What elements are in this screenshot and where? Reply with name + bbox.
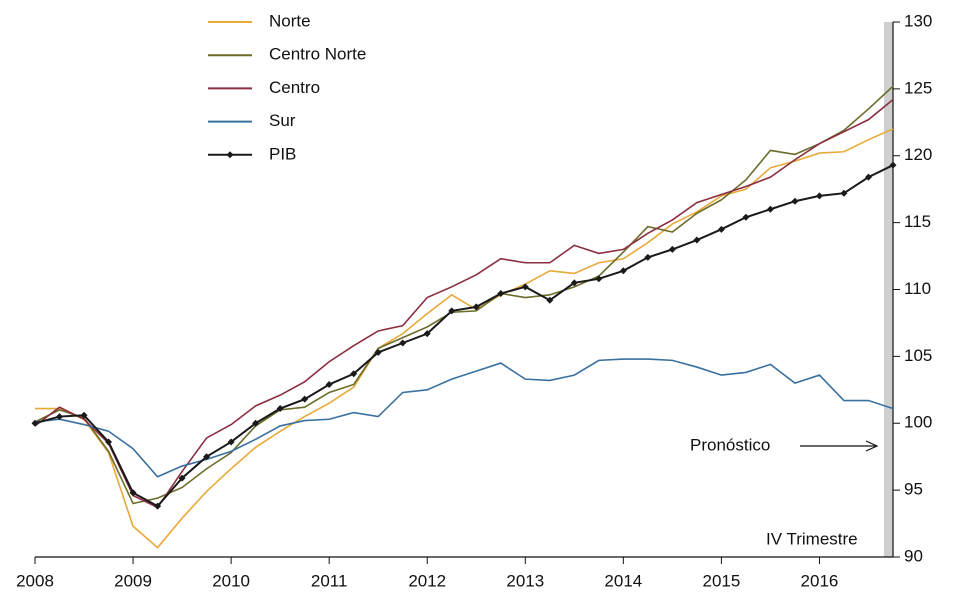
x-tick-label: 2011	[311, 571, 348, 590]
arrow-head	[865, 440, 879, 452]
marker	[864, 173, 872, 181]
series-line	[34, 98, 894, 509]
marker	[423, 330, 431, 338]
x-tick-label: 2008	[16, 571, 54, 590]
marker	[472, 303, 480, 311]
x-tick-label: 2009	[114, 571, 152, 590]
forecast-band	[884, 22, 893, 557]
marker	[276, 405, 284, 413]
y-tick-label: 125	[904, 78, 932, 97]
marker	[521, 283, 529, 291]
legend-label: PIB	[269, 144, 296, 163]
marker	[154, 502, 162, 510]
marker	[693, 236, 701, 244]
x-tick-label: 2013	[506, 571, 544, 590]
y-tick-label: 105	[904, 346, 932, 365]
marker	[791, 197, 799, 205]
marker	[31, 419, 39, 427]
x-tick-label: 2016	[801, 571, 839, 590]
series-line	[34, 358, 894, 478]
marker	[766, 205, 774, 213]
marker	[889, 161, 897, 169]
marker	[619, 267, 627, 275]
legend-label: Sur	[269, 111, 296, 130]
x-tick-label: 2014	[604, 571, 642, 590]
marker	[178, 474, 186, 482]
marker	[570, 279, 578, 287]
legend-label: Centro Norte	[269, 45, 366, 64]
marker	[546, 296, 554, 304]
x-tick-label: 2015	[702, 571, 740, 590]
legend-label: Norte	[269, 11, 311, 30]
y-tick-label: 115	[904, 212, 931, 231]
marker	[227, 438, 235, 446]
y-tick-label: 95	[904, 480, 923, 499]
marker	[595, 275, 603, 283]
marker	[374, 348, 382, 356]
marker	[448, 307, 456, 315]
marker	[129, 489, 137, 497]
y-tick-label: 90	[904, 546, 923, 565]
series-line	[35, 128, 894, 549]
marker	[56, 413, 64, 421]
marker	[301, 395, 309, 403]
annotation: IV Trimestre	[766, 529, 858, 548]
marker	[717, 225, 725, 233]
marker	[815, 192, 823, 200]
marker	[644, 253, 652, 261]
series-line	[34, 164, 894, 508]
marker	[742, 213, 750, 221]
marker	[497, 290, 505, 298]
marker	[325, 380, 333, 388]
legend-label: Centro	[269, 78, 320, 97]
y-tick-label: 110	[904, 279, 931, 298]
marker	[203, 453, 211, 461]
marker	[105, 438, 113, 446]
marker	[350, 370, 358, 378]
marker	[80, 411, 88, 419]
y-tick-label: 130	[904, 11, 932, 30]
x-tick-label: 2012	[408, 571, 446, 590]
annotation: Pronóstico	[690, 435, 770, 454]
legend-marker	[226, 151, 234, 159]
marker	[840, 189, 848, 197]
marker	[399, 339, 407, 347]
x-tick-label: 2010	[212, 571, 250, 590]
y-tick-label: 120	[904, 145, 932, 164]
marker	[252, 419, 260, 427]
series-line	[34, 85, 894, 505]
marker	[668, 245, 676, 253]
y-tick-label: 100	[904, 413, 932, 432]
